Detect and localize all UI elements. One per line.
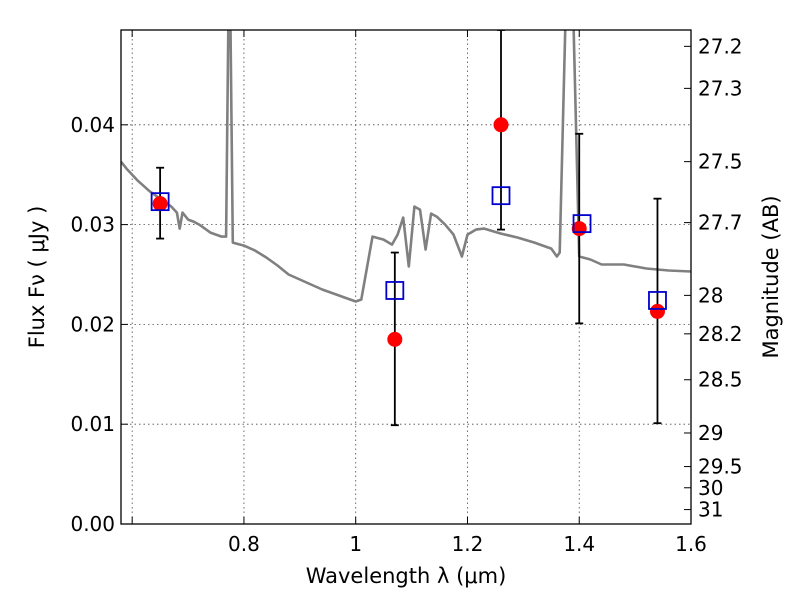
y-tick-label: 0.00 (70, 512, 115, 536)
y-tick-label: 0.04 (70, 113, 115, 137)
mag-tick-label: 28 (698, 283, 723, 307)
mag-tick-label: 27.2 (698, 34, 743, 58)
model-spectrum-line (121, 30, 691, 303)
mag-tick-label: 27.7 (698, 211, 743, 235)
mag-tick-label: 27.3 (698, 76, 743, 100)
x-tick-label: 1.6 (675, 532, 707, 556)
mag-tick-label: 27.5 (698, 150, 743, 174)
x-tick-label: 1.4 (563, 532, 595, 556)
mag-tick-label: 30 (698, 476, 723, 500)
mag-tick-label: 28.5 (698, 368, 743, 392)
mag-tick-label: 28.2 (698, 322, 743, 346)
y-tick-label: 0.01 (70, 412, 115, 436)
mag-tick-label: 29.5 (698, 455, 743, 479)
y2-axis-title: Magnitude (AB) (759, 195, 783, 358)
y-tick-label: 0.03 (70, 213, 115, 237)
observed-flux-point (387, 331, 403, 347)
plot-area (121, 30, 691, 427)
y-tick-label: 0.02 (70, 312, 115, 336)
y-axis-title: Flux Fν ( μJy ) (25, 206, 49, 349)
x-axis-title: Wavelength λ (μm) (306, 564, 507, 588)
observed-flux-point (152, 196, 168, 212)
x-tick-label: 0.8 (228, 532, 260, 556)
mag-tick-label: 29 (698, 421, 723, 445)
axis-ticks: 0.8 1 1.2 1.4 1.6 0.00 0.01 0.02 0.03 0.04 27.2 27.… (70, 30, 743, 556)
model-flux-square (648, 291, 667, 310)
model-flux-square (385, 281, 405, 300)
model-flux-square (491, 186, 511, 206)
plot-frame (120, 29, 692, 525)
observed-flux-point (493, 117, 509, 133)
x-tick-label: 1 (349, 532, 362, 556)
model-flux-square (572, 214, 592, 234)
observed-flux-point (649, 303, 665, 319)
x-tick-label: 1.2 (452, 532, 484, 556)
mag-tick-label: 31 (698, 498, 723, 522)
model-flux-square (150, 192, 170, 212)
